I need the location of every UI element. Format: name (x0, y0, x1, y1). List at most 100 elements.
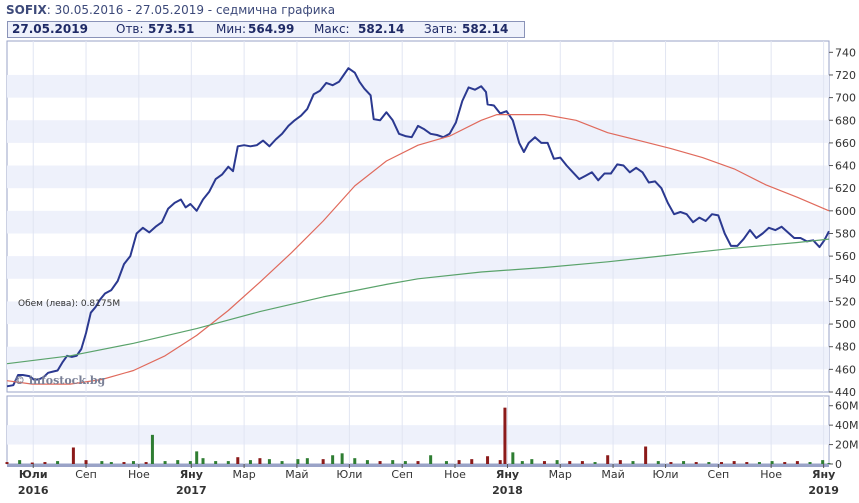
volume-bar (757, 462, 761, 464)
volume-bar (340, 453, 344, 464)
symbol: SOFIX (6, 3, 47, 17)
volume-bar (416, 461, 420, 464)
series-price (6, 67, 830, 388)
volume-bar (631, 461, 635, 464)
volume-bar (71, 447, 75, 464)
month-label: Май (601, 468, 624, 481)
volume-bar (444, 461, 448, 464)
open-value: 573.51 (148, 22, 195, 36)
series-ma_short (6, 238, 830, 365)
volume-bar (808, 462, 812, 464)
volume-bar (568, 461, 572, 464)
month-label: Сеп (708, 468, 730, 481)
price-tick-label: 660 (835, 137, 856, 150)
volume-bar (720, 462, 724, 464)
price-band (7, 120, 829, 143)
price-tick-label: 700 (835, 92, 856, 105)
ohlc-bar: 27.05.2019 Отв: 573.51 Мин: 564.99 Макс:… (7, 21, 525, 38)
volume-bar (122, 462, 126, 464)
volume-bar (5, 462, 9, 464)
price-tick-label: 720 (835, 69, 856, 82)
volume-bar (258, 458, 262, 464)
price-tick-label: 560 (835, 250, 856, 263)
price-band (7, 301, 829, 325)
volume-bar (821, 460, 825, 464)
price-tick-label: 480 (835, 341, 856, 354)
volume-bar (150, 434, 154, 464)
volume-bar (783, 462, 787, 464)
price-tick-label: 440 (835, 386, 856, 399)
price-tick-label: 600 (835, 205, 856, 218)
volume-bar (84, 460, 88, 464)
volume-bar (542, 461, 546, 464)
month-label: Юли (336, 468, 362, 481)
volume-bar (593, 462, 597, 464)
volume-bar (580, 461, 584, 464)
volume-bar (305, 458, 309, 464)
volume-bar (498, 460, 502, 464)
volume-bar (144, 462, 148, 464)
month-label: Яну (812, 468, 835, 481)
month-label: Мар (233, 468, 256, 481)
close-label: Затв: (424, 22, 458, 36)
price-tick-label: 620 (835, 182, 856, 195)
price-tick-label: 640 (835, 160, 856, 173)
volume-bar (503, 407, 507, 464)
month-label: Сеп (75, 468, 97, 481)
volume-bar (18, 460, 22, 464)
volume-bar (606, 455, 610, 464)
volume-bar (732, 461, 736, 464)
volume-bar (486, 456, 490, 464)
series-ma_long (6, 114, 830, 385)
price-tick-label: 520 (835, 295, 856, 308)
volume-bar (56, 461, 60, 464)
volume-bar (618, 460, 622, 464)
price-band (7, 346, 829, 370)
volume-bar (745, 462, 749, 464)
volume-bar (555, 460, 559, 464)
volume-bar (30, 462, 34, 464)
price-tick-label: 460 (835, 363, 856, 376)
month-label: Ное (128, 468, 150, 481)
volume-bar (214, 461, 218, 464)
volume-bar (378, 461, 382, 464)
volume-bar (511, 452, 515, 464)
price-tick-label: 680 (835, 114, 856, 127)
volume-bar (248, 460, 252, 464)
ohlc-date: 27.05.2019 (12, 22, 88, 36)
price-tick-label: 740 (835, 46, 856, 59)
volume-bar (100, 461, 104, 464)
price-tick-label: 540 (835, 273, 856, 286)
volume-bar (795, 461, 799, 464)
volume-bar (530, 459, 534, 464)
month-label: Яну (180, 468, 203, 481)
volume-bar (429, 455, 433, 464)
price-tick-label: 580 (835, 227, 856, 240)
volume-bar (195, 451, 199, 464)
price-band (7, 74, 829, 98)
volume-bar (163, 461, 167, 464)
volume-label: Обем (лева): 0.8175M (18, 299, 120, 309)
volume-bar (176, 460, 180, 464)
month-label: Сеп (391, 468, 413, 481)
year-label: 2018 (492, 484, 523, 497)
volume-bar (656, 461, 660, 464)
volume-bar (201, 458, 205, 464)
low-label: Мин: (216, 22, 247, 36)
month-label: Мар (549, 468, 572, 481)
volume-bar (770, 461, 774, 464)
volume-bar (280, 461, 284, 464)
volume-band (7, 425, 829, 445)
volume-tick-label: 20M (835, 439, 859, 452)
volume-bar (520, 461, 524, 464)
volume-bar (43, 462, 47, 464)
open-label: Отв: (116, 22, 144, 36)
volume-bar (682, 461, 686, 464)
price-band (7, 210, 829, 234)
volume-bar (707, 462, 711, 464)
year-label: 2016 (18, 484, 49, 497)
price-band (7, 165, 829, 189)
month-label: Яну (496, 468, 519, 481)
volume-bar (403, 461, 407, 464)
